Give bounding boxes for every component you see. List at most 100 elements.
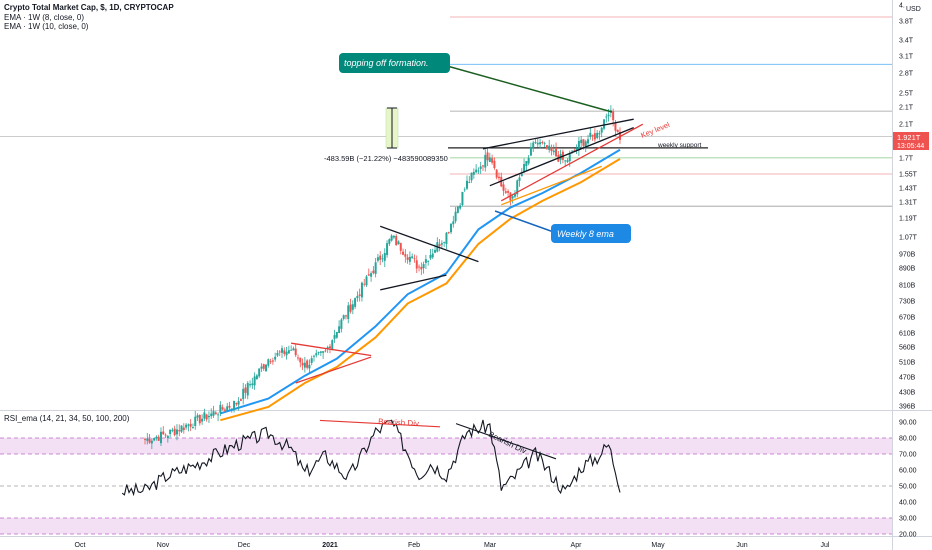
candle-body bbox=[372, 270, 375, 274]
rsi-tick-label: 50.00 bbox=[899, 484, 917, 491]
time-tick-label: Feb bbox=[408, 542, 420, 549]
candle-body bbox=[271, 360, 274, 362]
weekly-support-label: weekly support bbox=[657, 142, 702, 149]
candle-body bbox=[189, 423, 192, 427]
candle-body bbox=[217, 414, 220, 416]
candle-body bbox=[424, 259, 427, 263]
candle-body bbox=[194, 416, 197, 426]
weekly8-label: Weekly 8 ema bbox=[557, 229, 614, 239]
candle-body bbox=[523, 164, 526, 172]
candle-body bbox=[484, 154, 487, 168]
candle-body bbox=[534, 142, 537, 143]
candle-body bbox=[379, 255, 382, 260]
candle-body bbox=[587, 139, 590, 144]
candle-body bbox=[182, 427, 185, 431]
price-tick-label: 470B bbox=[899, 375, 916, 382]
candle-body bbox=[573, 150, 576, 152]
candle-body bbox=[354, 298, 357, 307]
candle-body bbox=[283, 350, 286, 354]
candle-body bbox=[228, 405, 231, 408]
candle-body bbox=[454, 211, 457, 222]
candle-body bbox=[545, 145, 548, 149]
price-tick-label: 2.1T bbox=[899, 122, 914, 129]
bearish-div-label-1: Bearish Div bbox=[378, 417, 419, 428]
candle-body bbox=[223, 409, 226, 411]
ema8-path bbox=[220, 148, 621, 415]
candle-body bbox=[324, 350, 327, 352]
rsi-band bbox=[0, 518, 892, 534]
candle-body bbox=[566, 160, 569, 162]
candle-body bbox=[153, 438, 156, 441]
candle-body bbox=[402, 251, 405, 255]
topping-pointer bbox=[439, 63, 613, 113]
candle-body bbox=[148, 439, 151, 443]
candle-body bbox=[157, 436, 160, 441]
candle-body bbox=[525, 160, 528, 167]
price-tick-label: 1.55T bbox=[899, 172, 918, 179]
candle-body bbox=[605, 116, 608, 118]
rsi-band bbox=[0, 438, 892, 454]
time-tick-label: 2021 bbox=[322, 542, 338, 549]
candle-body bbox=[201, 418, 204, 422]
ema8-legend: EMA · 1W (8, close, 0) bbox=[4, 13, 85, 22]
candle-body bbox=[443, 242, 446, 243]
candle-body bbox=[420, 266, 423, 270]
candle-body bbox=[285, 351, 288, 356]
chart-title: Crypto Total Market Cap, $, 1D, CRYPTOCA… bbox=[4, 3, 174, 12]
candle-body bbox=[219, 404, 222, 413]
candle-body bbox=[392, 235, 395, 238]
candle-body bbox=[340, 319, 343, 329]
candle-body bbox=[582, 139, 585, 146]
candle-body bbox=[338, 326, 341, 334]
candle-body bbox=[365, 276, 368, 286]
candle-body bbox=[434, 250, 437, 253]
candle-body bbox=[297, 357, 300, 359]
candle-body bbox=[175, 429, 178, 435]
candle-body bbox=[415, 260, 418, 269]
candle-body bbox=[230, 408, 233, 410]
trendlines bbox=[291, 118, 644, 384]
candle-body bbox=[438, 244, 441, 247]
price-tick-label: 4. bbox=[899, 3, 905, 10]
price-tick-label: 3.8T bbox=[899, 19, 914, 26]
topping-label-box bbox=[339, 53, 450, 73]
ema10-line bbox=[220, 158, 621, 422]
price-tick-label: 970B bbox=[899, 252, 916, 259]
candle-body bbox=[472, 171, 475, 175]
rsi-line bbox=[121, 419, 621, 497]
candle-body bbox=[162, 431, 165, 435]
rsi-axis: 90.00 80.00 70.00 60.00 50.00 40.00 30.00 20.00 bbox=[899, 420, 917, 539]
candle-body bbox=[465, 180, 468, 189]
candle-body bbox=[196, 415, 199, 418]
candle-body bbox=[265, 364, 268, 372]
candle-body bbox=[178, 430, 181, 432]
candle-body bbox=[171, 429, 174, 431]
candle-body bbox=[596, 132, 599, 138]
candle-body bbox=[258, 368, 261, 377]
pennant-lower bbox=[380, 274, 447, 291]
candle-body bbox=[164, 434, 167, 436]
candle-body bbox=[543, 143, 546, 145]
candle-body bbox=[360, 282, 363, 298]
candle-body bbox=[381, 258, 384, 260]
candle-body bbox=[422, 264, 425, 269]
candle-body bbox=[616, 129, 619, 133]
candle-body bbox=[306, 360, 309, 368]
time-tick-label: Mar bbox=[484, 542, 497, 549]
rsi-tick-label: 30.00 bbox=[899, 516, 917, 523]
candle-body bbox=[326, 347, 329, 349]
topping-label: topping off formation. bbox=[344, 58, 429, 68]
candle-body bbox=[470, 172, 473, 181]
price-tick-label: 1.43T bbox=[899, 186, 918, 193]
candle-body bbox=[317, 352, 320, 354]
candle-body bbox=[463, 189, 466, 191]
triangle-upper bbox=[291, 342, 372, 357]
candle-body bbox=[207, 415, 210, 418]
candle-body bbox=[397, 241, 400, 245]
price-axis: 4. 3.8T 3.4T 3.1T 2.8T 2.5T 2.1T 2.1T 1.7T 1.55T 1… bbox=[893, 3, 929, 411]
candle-body bbox=[459, 205, 462, 209]
candle-body bbox=[198, 415, 201, 424]
candle-body bbox=[445, 232, 448, 244]
candle-body bbox=[292, 348, 295, 351]
candle-body bbox=[347, 305, 350, 319]
